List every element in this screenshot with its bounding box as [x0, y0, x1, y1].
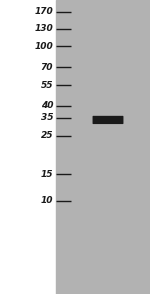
Text: 40: 40: [41, 101, 53, 110]
Text: 15: 15: [41, 170, 53, 178]
Text: 70: 70: [41, 63, 53, 71]
Text: 130: 130: [34, 24, 53, 33]
FancyBboxPatch shape: [93, 116, 123, 124]
Bar: [0, 0, 56, 294]
Text: 55: 55: [41, 81, 53, 90]
Text: 100: 100: [34, 42, 53, 51]
Text: 35: 35: [41, 113, 53, 122]
Text: 170: 170: [34, 7, 53, 16]
Bar: [56, 0, 150, 294]
Text: 25: 25: [41, 131, 53, 140]
Text: 10: 10: [41, 196, 53, 205]
